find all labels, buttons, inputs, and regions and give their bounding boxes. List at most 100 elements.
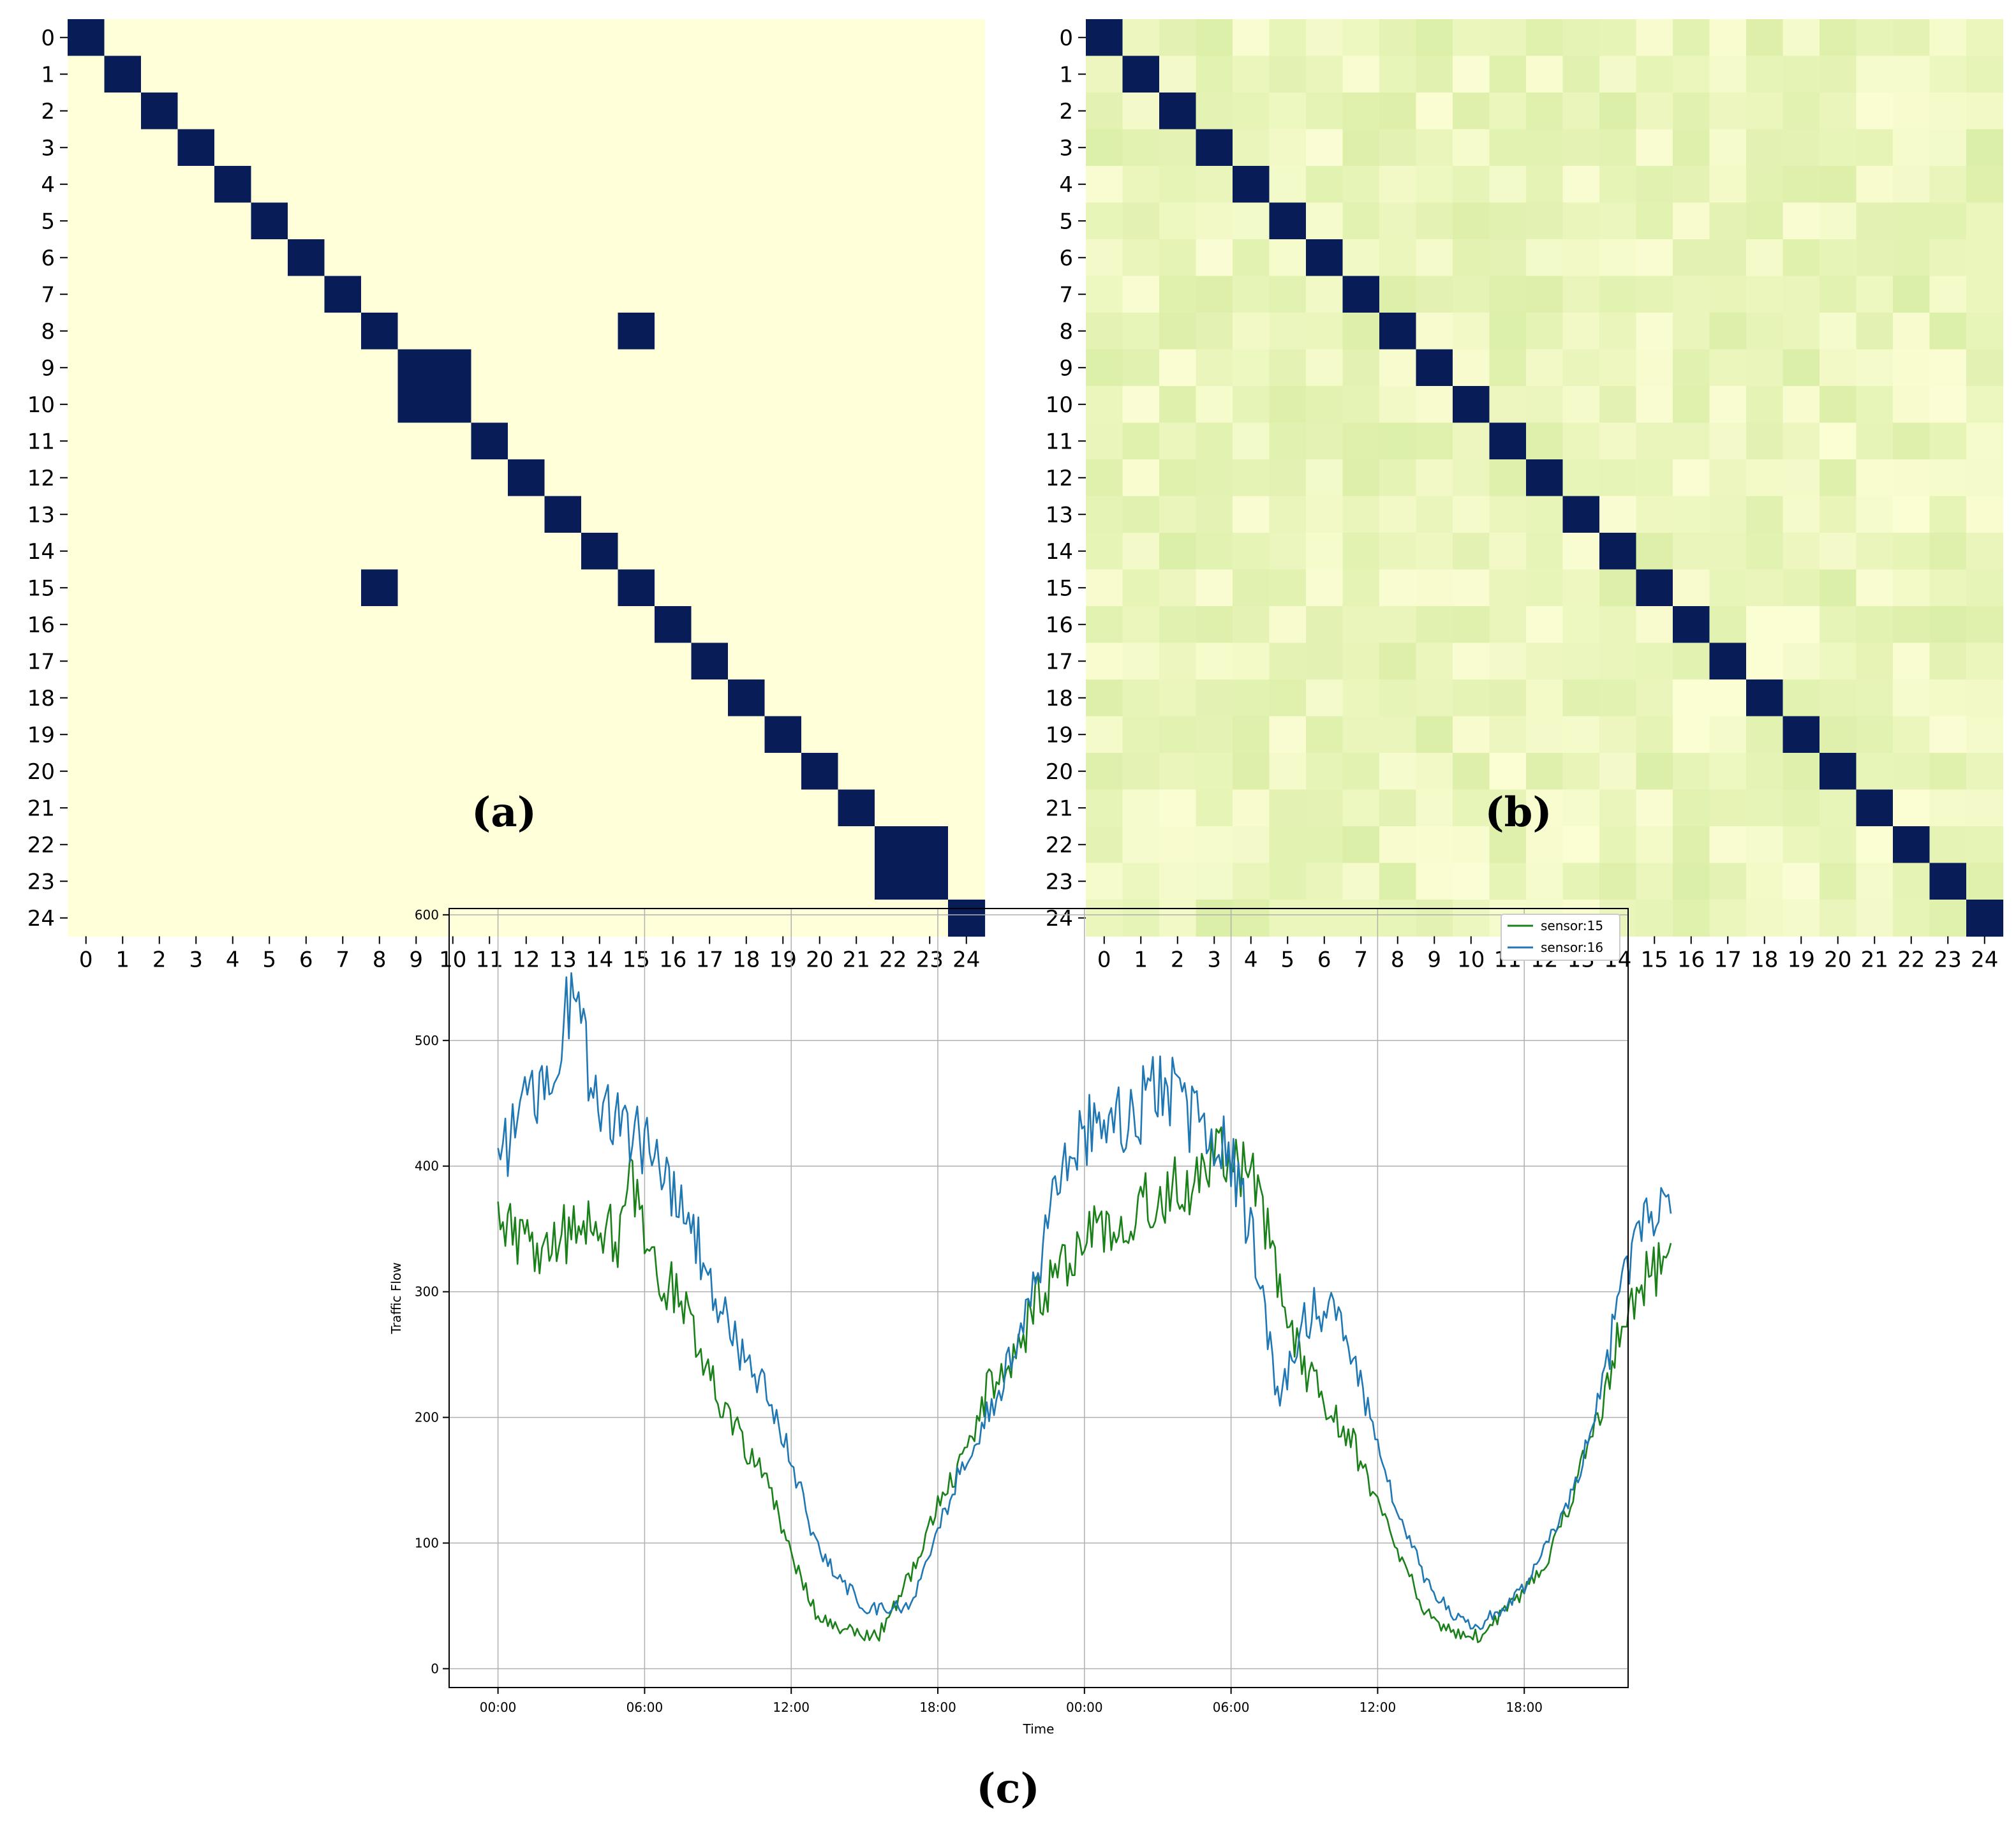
heatmap-a-cell	[728, 863, 766, 900]
heatmap-b-cell	[1966, 496, 2004, 533]
heatmap-a-cell	[508, 56, 545, 93]
line-chart-y-ticks: 0 100 200 300 400 500 600	[415, 907, 449, 1676]
heatmap-b-cell	[1233, 679, 1270, 717]
heatmap-a-cell	[581, 642, 619, 680]
y-tick-label: 24	[27, 906, 55, 931]
heatmap-a-cell	[618, 789, 655, 827]
heatmap-b-cell	[1342, 19, 1380, 57]
heatmap-b-cell	[1562, 422, 1600, 460]
y-tick-label: 0	[1059, 26, 1073, 51]
heatmap-a-cell	[728, 349, 766, 387]
heatmap-a-cell	[581, 349, 619, 387]
heatmap-a-cell	[177, 533, 215, 570]
x-tick-label: 22	[879, 947, 907, 973]
heatmap-b-cell	[1746, 93, 1784, 130]
heatmap-b-cell	[1416, 166, 1453, 204]
heatmap-b-cell	[1966, 386, 2004, 424]
heatmap-a-cell	[618, 276, 655, 313]
heatmap-a-cell	[544, 863, 582, 900]
x-tick-label: 3	[189, 947, 203, 973]
heatmap-a-cell	[361, 496, 399, 533]
heatmap-b-cell	[1929, 202, 1967, 240]
heatmap-a-cell	[838, 753, 875, 790]
y-tick-label: 5	[41, 209, 55, 234]
heatmap-a-cell	[434, 716, 472, 753]
y-tick-label: 13	[1046, 502, 1073, 528]
heatmap-a-cell	[141, 93, 179, 130]
heatmap-a-cell	[251, 56, 288, 93]
heatmap-a-cell	[177, 826, 215, 864]
heatmap-b-cell	[1269, 93, 1307, 130]
heatmap-b-cell	[1526, 533, 1564, 570]
heatmap-a-cell	[655, 239, 692, 277]
heatmap-a-cell	[434, 313, 472, 350]
heatmap-a-cell	[911, 569, 949, 607]
heatmap-a-cell	[581, 753, 619, 790]
heatmap-a-cell	[251, 496, 288, 533]
y-tick-label: 23	[1046, 869, 1073, 894]
heatmap-b-cell	[1269, 166, 1307, 204]
heatmap-a-cell	[288, 606, 325, 644]
heatmap-b-cell	[1929, 166, 1967, 204]
x-tick-label: 23	[916, 947, 944, 973]
heatmap-b-cell	[1746, 569, 1784, 607]
heatmap-b-cell	[1159, 789, 1197, 827]
heatmap-a-cell	[764, 642, 802, 680]
heatmap-b-cell	[1342, 349, 1380, 387]
x-axis-label: Time	[1023, 1721, 1055, 1737]
heatmap-a-cell	[251, 533, 288, 570]
y-tick-label: 1	[1059, 62, 1073, 87]
heatmap-b-cell	[1820, 496, 1857, 533]
heatmap-b-cell	[1709, 826, 1747, 864]
heatmap-b-cell	[1526, 863, 1564, 900]
heatmap-a-cell	[251, 19, 288, 57]
heatmap-b-cell	[1122, 789, 1160, 827]
heatmap-b-cell	[1673, 863, 1710, 900]
heatmap-a-cell	[838, 202, 875, 240]
heatmap-a-cell	[508, 313, 545, 350]
heatmap-a-cell	[361, 93, 399, 130]
heatmap-b-cell	[1526, 386, 1564, 424]
heatmap-b-cell	[1893, 313, 1931, 350]
heatmap-a-cell	[434, 422, 472, 460]
heatmap-a-cell	[288, 716, 325, 753]
heatmap-a-cell	[434, 789, 472, 827]
heatmap-a-cell	[948, 863, 986, 900]
heatmap-a-cell	[434, 569, 472, 607]
x-tick-label: 12:00	[1360, 1700, 1397, 1715]
heatmap-b-cell	[1856, 166, 1894, 204]
heatmap-a-cell	[544, 459, 582, 497]
heatmap-b-cell	[1966, 533, 2004, 570]
heatmap-b-cell	[1526, 642, 1564, 680]
heatmap-b-cell	[1416, 753, 1453, 790]
heatmap-a-cell	[68, 789, 105, 827]
heatmap-a-cell	[434, 129, 472, 167]
x-tick-label: 24	[952, 947, 980, 973]
heatmap-a-cell	[581, 606, 619, 644]
y-tick-label: 22	[1046, 833, 1073, 858]
heatmap-b-cell	[1306, 679, 1344, 717]
heatmap-b-cell	[1306, 349, 1344, 387]
heatmap-b-cell	[1783, 533, 1820, 570]
heatmap-b-cell	[1233, 313, 1270, 350]
heatmap-b-cell	[1599, 422, 1637, 460]
heatmap-b-cell	[1820, 716, 1857, 753]
heatmap-a-cell	[104, 753, 142, 790]
heatmap-b-cell	[1526, 459, 1564, 497]
heatmap-a-cell	[691, 386, 729, 424]
heatmap-b-cell	[1562, 56, 1600, 93]
heatmap-a-cell	[251, 386, 288, 424]
heatmap-b-cell	[1342, 239, 1380, 277]
y-tick-label: 22	[27, 833, 55, 858]
y-tick-label: 5	[1059, 209, 1073, 234]
x-tick-label: 10	[1457, 947, 1485, 973]
heatmap-a-cell	[728, 789, 766, 827]
x-tick-label: 18	[1751, 947, 1778, 973]
heatmap-a-cell	[655, 202, 692, 240]
y-tick-label: 2	[1059, 99, 1073, 124]
heatmap-a-cell	[324, 349, 362, 387]
heatmap-b-cell	[1599, 349, 1637, 387]
heatmap-b-cell	[1636, 533, 1673, 570]
heatmap-b-cell	[1893, 863, 1931, 900]
heatmap-b-cell	[1820, 422, 1857, 460]
